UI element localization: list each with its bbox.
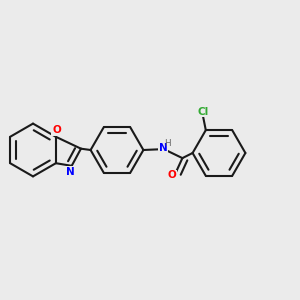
Text: O: O [52,125,61,135]
Text: Cl: Cl [197,106,208,116]
Text: N: N [66,167,75,177]
Text: O: O [168,170,177,181]
Text: N: N [159,142,168,153]
Text: H: H [164,139,171,148]
